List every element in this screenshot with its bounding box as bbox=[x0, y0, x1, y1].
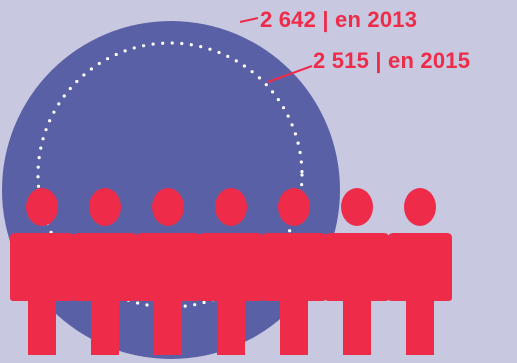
person-body bbox=[325, 233, 389, 355]
person-icon bbox=[199, 188, 263, 355]
person-body bbox=[73, 233, 137, 355]
person-head bbox=[278, 188, 310, 226]
person-icon bbox=[388, 188, 452, 355]
person-body bbox=[10, 233, 74, 355]
person-head bbox=[152, 188, 184, 226]
person-head bbox=[89, 188, 121, 226]
label-2015: 2 515 | en 2015 bbox=[313, 48, 471, 73]
person-icon bbox=[262, 188, 326, 355]
person-head bbox=[404, 188, 436, 226]
leader-line-2013 bbox=[239, 17, 259, 23]
person-head bbox=[215, 188, 247, 226]
person-head bbox=[341, 188, 373, 226]
leader-line-2015 bbox=[267, 65, 313, 83]
person-icon bbox=[10, 188, 74, 355]
person-body bbox=[136, 233, 200, 355]
person-icon bbox=[73, 188, 137, 355]
person-body bbox=[199, 233, 263, 355]
dotted-circle bbox=[36, 41, 304, 309]
people-row bbox=[10, 188, 452, 355]
person-head bbox=[26, 188, 58, 226]
person-body bbox=[262, 233, 326, 355]
person-icon bbox=[325, 188, 389, 355]
person-icon bbox=[136, 188, 200, 355]
label-2013: 2 642 | en 2013 bbox=[260, 7, 418, 32]
person-body bbox=[388, 233, 452, 355]
